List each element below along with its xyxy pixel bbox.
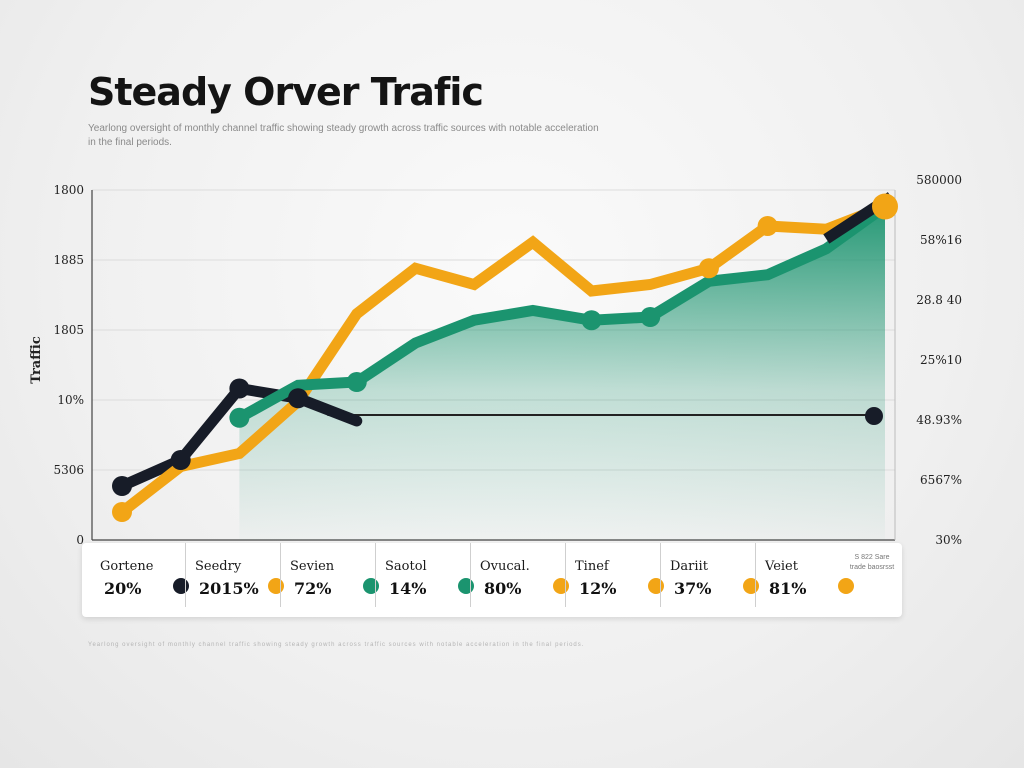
data-point: [640, 307, 661, 327]
y-tick-label-left: 1805: [53, 323, 84, 337]
legend-value: 12%: [579, 579, 617, 598]
y-axis-label: Traffic: [29, 336, 44, 384]
legend-marker: [838, 578, 854, 594]
legend-item: Veiet 81%: [755, 543, 854, 617]
legend-item: Seedry 2015%: [185, 543, 284, 617]
data-point: [229, 378, 250, 399]
legend-name: Sevien: [290, 559, 335, 574]
y-tick-label-right: 58%16: [920, 233, 962, 247]
y-tick-label-left: 5306: [53, 463, 84, 477]
green-area: [239, 206, 885, 540]
legend-value: 2015%: [199, 579, 259, 598]
legend-value: 72%: [294, 579, 332, 598]
legend-value: 81%: [769, 579, 807, 598]
legend-name: Ovucal.: [480, 559, 530, 574]
legend-item: Sevien 72%: [280, 543, 379, 617]
legend: Gortene 20% Seedry 2015% Sevien 72% Saotol 14% O…: [82, 543, 902, 617]
legend-item: Gortene 20%: [90, 543, 189, 617]
data-point: [698, 258, 719, 279]
data-point: [288, 388, 309, 409]
legend-value: 14%: [389, 579, 427, 598]
legend-divider: [280, 543, 281, 607]
footer-note: Yearlong oversight of monthly channel tr…: [88, 642, 585, 648]
chart-subtitle: Yearlong oversight of monthly channel tr…: [88, 123, 599, 148]
legend-name: Saotol: [385, 559, 427, 574]
legend-divider: [755, 543, 756, 607]
data-point: [346, 372, 367, 392]
reference-point: [865, 407, 883, 425]
legend-divider: [375, 543, 376, 607]
y-tick-label-left: 10%: [57, 393, 84, 407]
chart-title: Steady Orver Trafic: [88, 70, 484, 114]
legend-name: Tinef: [575, 559, 609, 574]
legend-divider: [470, 543, 471, 607]
legend-divider: [185, 543, 186, 607]
legend-item: Tinef 12%: [565, 543, 664, 617]
data-point: [112, 502, 132, 522]
data-point: [757, 216, 778, 236]
legend-name: Dariit: [670, 559, 708, 574]
legend-side-note: S 822 Sare trade baosrsst: [849, 554, 895, 571]
y-tick-label-right: 30%: [935, 533, 962, 547]
data-point: [872, 193, 898, 220]
legend-name: Veiet: [765, 559, 798, 574]
y-tick-label-right: 25%10: [920, 353, 962, 367]
legend-divider: [565, 543, 566, 607]
data-point: [170, 450, 191, 470]
legend-name: Gortene: [100, 559, 154, 574]
y-tick-label-right: 6567%: [920, 473, 962, 487]
legend-item: Dariit 37%: [660, 543, 759, 617]
legend-item: Saotol 14%: [375, 543, 474, 617]
legend-name: Seedry: [195, 559, 242, 574]
y-tick-label-right: 48.93%: [916, 413, 962, 427]
data-point: [581, 310, 602, 331]
data-point: [229, 407, 250, 428]
y-tick-label-right: 28.8 40: [916, 293, 962, 307]
legend-value: 20%: [104, 579, 142, 598]
series-line-1: [116, 201, 891, 518]
y-tick-label-left: 1800: [53, 183, 84, 197]
legend-item: Ovucal. 80%: [470, 543, 569, 617]
y-tick-label-right: 580000: [916, 173, 962, 187]
legend-value: 80%: [484, 579, 522, 598]
legend-value: 37%: [674, 579, 712, 598]
legend-divider: [660, 543, 661, 607]
y-tick-label-left: 0: [76, 533, 84, 547]
data-point: [112, 476, 132, 496]
y-tick-label-left: 1885: [53, 253, 84, 267]
